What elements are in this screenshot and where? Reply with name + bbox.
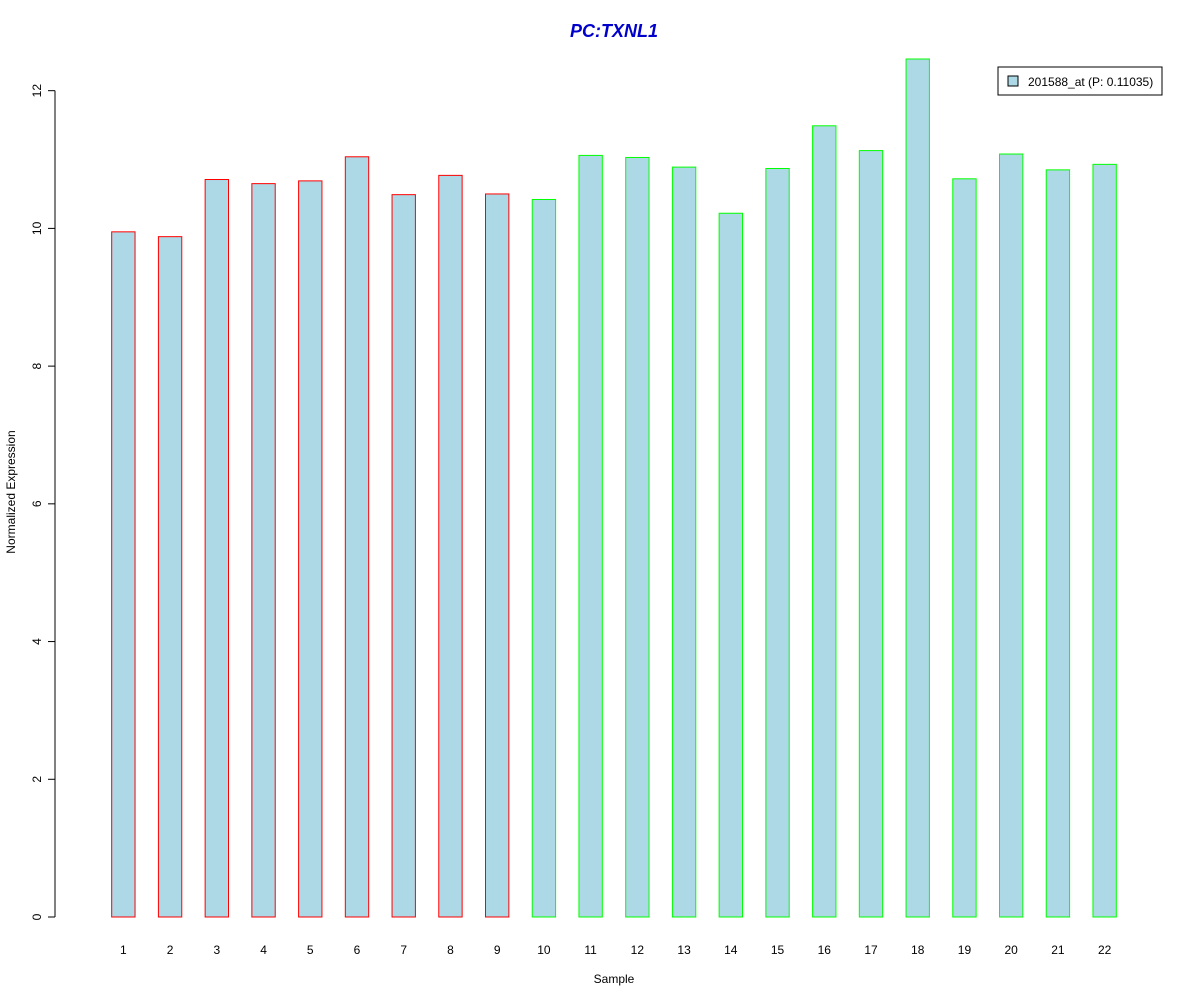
bar-sample-11 xyxy=(578,154,603,918)
bar-sample-1 xyxy=(111,231,136,918)
y-tick-label: 2 xyxy=(30,776,44,783)
y-axis-title: Normalized Expression xyxy=(4,430,18,553)
bar-sample-7 xyxy=(391,194,416,918)
y-tick-label: 6 xyxy=(30,500,44,507)
x-tick-label: 12 xyxy=(631,943,645,957)
bar-sample-10 xyxy=(531,198,557,918)
bar-sample-12 xyxy=(625,156,650,918)
bar-sample-22 xyxy=(1092,163,1117,918)
y-tick-label: 4 xyxy=(30,638,44,645)
bar-sample-14 xyxy=(718,212,743,918)
x-tick-label: 11 xyxy=(584,943,597,957)
x-tick-label: 14 xyxy=(724,943,738,957)
bar-sample-8 xyxy=(438,174,463,918)
bar-sample-19 xyxy=(952,178,977,918)
x-tick-label: 16 xyxy=(818,943,832,957)
x-tick-label: 7 xyxy=(400,943,407,957)
legend: 201588_at (P: 0.11035) xyxy=(997,66,1163,96)
y-tick-label: 12 xyxy=(30,84,44,98)
x-tick-label: 17 xyxy=(864,943,878,957)
bar-sample-13 xyxy=(671,166,697,918)
x-tick-label: 2 xyxy=(167,943,174,957)
x-tick-label: 8 xyxy=(447,943,454,957)
bar-sample-3 xyxy=(204,179,230,918)
bar-sample-20 xyxy=(999,153,1024,918)
x-tick-label: 1 xyxy=(120,943,127,957)
bar-sample-6 xyxy=(344,156,370,918)
x-tick-label: 3 xyxy=(213,943,220,957)
x-tick-label: 15 xyxy=(771,943,785,957)
chart-title: PC:TXNL1 xyxy=(570,21,658,41)
x-tick-label: 13 xyxy=(677,943,691,957)
y-axis: 0 2 4 6 8 10 12 xyxy=(30,84,56,920)
x-tick-label: 9 xyxy=(494,943,501,957)
x-tick-label: 20 xyxy=(1005,943,1019,957)
bar-sample-9 xyxy=(485,193,510,918)
x-tick-label: 10 xyxy=(537,943,551,957)
bar-sample-15 xyxy=(765,167,790,918)
bar-sample-4 xyxy=(251,183,276,918)
y-tick-label: 0 xyxy=(30,913,44,920)
bar-series xyxy=(111,58,1117,918)
y-tick-label: 10 xyxy=(30,221,44,235)
x-tick-labels: 1 2 3 4 5 6 7 8 9 10 11 12 13 14 15 16 17 18 19 20 21 22 xyxy=(120,943,1112,957)
legend-box xyxy=(997,66,1163,96)
x-tick-label: 5 xyxy=(307,943,314,957)
x-tick-label: 22 xyxy=(1098,943,1112,957)
x-tick-label: 4 xyxy=(260,943,267,957)
x-tick-label: 19 xyxy=(958,943,972,957)
legend-label: 201588_at (P: 0.11035) xyxy=(1028,75,1153,89)
x-tick-label: 6 xyxy=(354,943,361,957)
bar-sample-16 xyxy=(812,125,837,918)
x-tick-label: 18 xyxy=(911,943,925,957)
y-tick-label: 8 xyxy=(30,362,44,369)
bar-sample-17 xyxy=(858,150,884,918)
bar-sample-18 xyxy=(905,58,930,918)
x-axis-title: Sample xyxy=(594,972,635,986)
bar-sample-5 xyxy=(298,180,323,918)
legend-swatch xyxy=(1007,75,1019,87)
bar-sample-21 xyxy=(1045,169,1071,918)
x-tick-label: 21 xyxy=(1051,943,1065,957)
bar-sample-2 xyxy=(157,236,183,918)
